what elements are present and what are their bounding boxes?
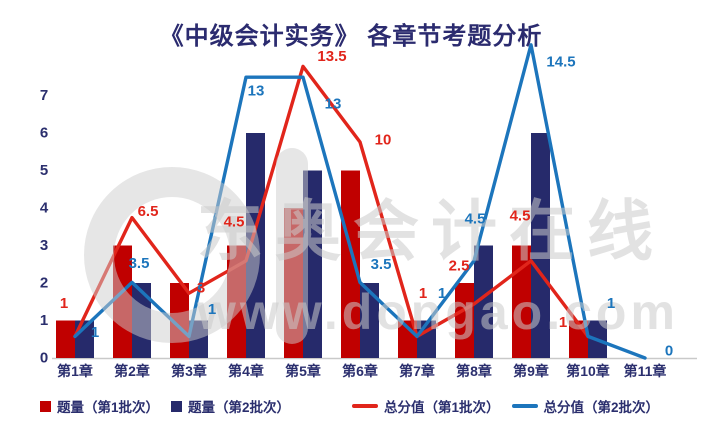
chart-title: 《中级会计实务》 各章节考题分析 xyxy=(159,23,543,50)
x-tick-label-4: 第4章 xyxy=(228,363,264,379)
bar-batch1-ch9 xyxy=(512,245,531,358)
y-tick-label-5: 5 xyxy=(40,162,48,179)
bar-batch1-ch1 xyxy=(56,320,75,358)
legend-item-line-batch1: 总分值（第1批次） xyxy=(352,396,500,416)
point-label-batch2-ch5: 13 xyxy=(325,96,342,113)
bar-batch1-ch5 xyxy=(284,208,303,358)
point-label-batch2-ch2: 3.5 xyxy=(129,255,150,272)
point-label-batch2-ch4: 13 xyxy=(248,83,265,100)
point-label-batch2-ch10: 1 xyxy=(607,295,615,312)
legend-label-bar-batch1: 题量（第1批次） xyxy=(57,400,160,415)
x-tick-label-11: 第11章 xyxy=(624,363,667,379)
point-label-batch2-ch3: 1 xyxy=(208,301,216,318)
bar-batch2-ch1 xyxy=(75,320,94,358)
legend-item-line-batch2: 总分值（第2批次） xyxy=(511,396,660,416)
line-batch1 xyxy=(73,64,590,339)
legend-label-line-batch2: 总分值（第2批次） xyxy=(543,400,660,415)
bar-batch2-ch3 xyxy=(189,320,208,358)
bar-batch1-ch4 xyxy=(227,245,246,358)
x-tick-label-5: 第5章 xyxy=(285,363,321,379)
bar-batch2-ch9 xyxy=(531,133,550,358)
bar-batch2-ch4 xyxy=(246,133,265,358)
watermark-url-text: www.dongao.com xyxy=(197,284,679,340)
point-label-batch1-ch9: 4.5 xyxy=(510,207,531,224)
y-tick-label-2: 2 xyxy=(40,275,48,292)
legend-item-bar-batch1: 题量（第1批次） xyxy=(40,396,159,416)
bar-batch2-ch2 xyxy=(132,283,151,358)
point-label-batch2-ch9: 14.5 xyxy=(546,53,575,70)
bar-batch1-ch3 xyxy=(170,283,189,358)
point-label-batch2-ch11: 0 xyxy=(665,343,673,360)
point-label-batch1-ch7: 1 xyxy=(419,285,427,302)
point-label-batch1-ch10: 1 xyxy=(559,314,567,331)
x-tick-label-2: 第2章 xyxy=(114,363,150,379)
legend-item-bar-batch2: 题量（第2批次） xyxy=(171,396,290,416)
legend-swatch-line-batch1-icon xyxy=(352,404,379,408)
x-tick-label-10: 第10章 xyxy=(566,363,610,379)
watermark-logo-stem xyxy=(276,148,308,344)
point-label-batch1-ch2: 6.5 xyxy=(138,203,159,220)
chart-legend: 题量（第1批次） 题量（第2批次） 总分值（第1批次） 总分值（第2批次） xyxy=(40,396,659,416)
line-batch2 xyxy=(73,43,647,360)
bar-batch2-ch5 xyxy=(303,170,322,358)
bar-batch1-ch7 xyxy=(398,320,417,358)
bar-batch1-ch2 xyxy=(113,245,132,358)
bar-batch2-ch8 xyxy=(474,245,493,358)
watermark-logo-icon xyxy=(84,167,260,343)
point-label-batch2-ch8: 4.5 xyxy=(465,210,486,227)
point-label-batch2-ch6: 3.5 xyxy=(371,256,392,273)
x-tick-label-7: 第7章 xyxy=(399,363,435,379)
legend-label-bar-batch2: 题量（第2批次） xyxy=(188,400,291,415)
point-label-batch1-ch8: 2.5 xyxy=(449,258,470,275)
bar-batch2-ch6 xyxy=(360,283,379,358)
x-tick-label-6: 第6章 xyxy=(342,363,378,379)
bar-batch1-ch8 xyxy=(455,283,474,358)
x-tick-label-3: 第3章 xyxy=(171,363,207,379)
watermark-brand-text: 东奥会计在线 xyxy=(197,194,665,268)
bar-batch1-ch6 xyxy=(341,170,360,358)
x-tick-label-9: 第9章 xyxy=(513,363,549,379)
y-tick-label-7: 7 xyxy=(40,87,48,104)
point-label-batch2-ch1: 1 xyxy=(91,324,99,341)
legend-swatch-bar-batch2-icon xyxy=(171,400,183,412)
y-tick-label-1: 1 xyxy=(40,312,48,329)
point-label-batch1-ch4: 4.5 xyxy=(224,213,245,230)
legend-swatch-line-batch2-icon xyxy=(511,404,538,408)
y-tick-label-3: 3 xyxy=(40,237,48,254)
bar-batch2-ch10 xyxy=(588,320,607,358)
y-tick-label-0: 0 xyxy=(40,350,48,367)
bar-batch2-ch7 xyxy=(417,320,436,358)
y-tick-label-6: 6 xyxy=(40,125,48,142)
point-label-batch1-ch3: 3 xyxy=(197,280,205,297)
point-label-batch2-ch7: 1 xyxy=(438,285,446,302)
point-label-batch1-ch1: 1 xyxy=(60,295,68,312)
point-label-batch1-ch6: 10 xyxy=(375,132,392,149)
x-tick-label-1: 第1章 xyxy=(57,363,93,379)
y-tick-label-4: 4 xyxy=(40,200,49,217)
legend-label-line-batch1: 总分值（第1批次） xyxy=(384,400,500,415)
x-tick-label-8: 第8章 xyxy=(456,363,492,379)
bar-batch1-ch10 xyxy=(569,320,588,358)
legend-swatch-bar-batch1-icon xyxy=(40,400,51,412)
